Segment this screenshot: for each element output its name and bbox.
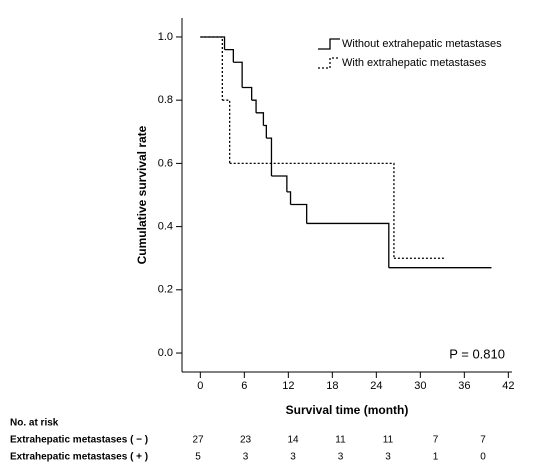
risk-count: 27 [192,435,204,446]
survival-step [224,48,234,63]
y-axis-label: Cumulative survival rate [135,125,149,264]
legend-swatch [318,38,340,50]
survival-step [290,203,308,224]
risk-count: 7 [433,435,439,446]
x-tick-label: 36 [458,380,470,392]
survival-step [286,191,292,205]
survival-step [222,99,231,164]
risk-count: 3 [385,452,391,463]
x-tick-label: 30 [414,380,426,392]
risk-count: 11 [335,435,346,446]
survival-step [200,36,223,101]
risk-count: 3 [243,452,249,463]
risk-count: 3 [338,452,344,463]
survival-step [256,112,265,126]
survival-step [242,86,253,101]
y-tick-label: 0.6 [158,157,173,169]
risk-row-label: Extrahepatic metastases ( + ) [10,452,148,463]
y-tick-label: 0.4 [158,221,173,233]
risk-count: 1 [433,452,439,463]
survival-step [263,124,267,139]
x-tick-label: 6 [241,380,247,392]
risk-table-title: No. at risk [10,418,59,429]
survival-step [229,162,395,259]
y-tick-label: 1.0 [158,31,173,43]
risk-count: 3 [290,452,296,463]
y-tick-label: 0.2 [158,284,173,296]
x-tick-label: 18 [326,380,338,392]
x-tick-label: 42 [502,380,514,392]
x-tick-label: 24 [370,380,382,392]
survival-step [233,61,243,88]
risk-count: 7 [480,435,486,446]
survival-step [251,99,257,113]
risk-count: 0 [480,452,486,463]
annotation: P = 0.810 [449,346,505,361]
risk-count: 23 [240,435,252,446]
legend-label: With extrahepatic metastases [342,57,487,69]
risk-count: 14 [287,435,299,446]
x-axis-label: Survival time (month) [286,403,409,417]
x-tick-label: 0 [197,380,203,392]
risk-count: 11 [383,435,394,446]
legend-label: Without extrahepatic metastases [342,38,502,50]
y-tick-label: 0.8 [158,94,173,106]
x-tick-label: 12 [282,380,294,392]
risk-count: 5 [195,452,201,463]
survival-step [266,137,273,177]
survival-step [200,36,226,50]
legend-swatch [318,57,340,69]
survival-step [306,222,390,268]
survival-step [271,175,288,192]
risk-row-label: Extrahepatic metastases ( − ) [10,435,148,446]
y-tick-label: 0.0 [158,347,173,359]
